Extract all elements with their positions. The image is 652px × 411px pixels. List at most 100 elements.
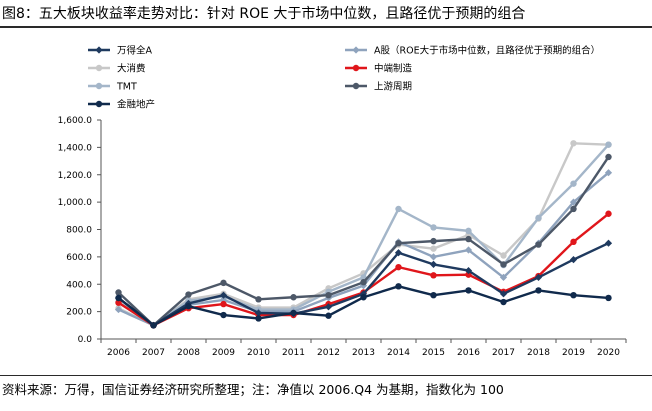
legend-label: 大消费 (117, 63, 146, 75)
legend-label: 万得全A (117, 45, 153, 57)
series-6-group (115, 153, 612, 329)
legend-label: 上游周期 (374, 81, 412, 93)
legend-label: A股（ROE大于市场中位数，且路径优于预期的组合） (374, 45, 600, 57)
series-4-group (115, 210, 612, 329)
series-6-point (185, 291, 192, 298)
series-7-point (290, 309, 297, 317)
series-1-point (324, 303, 333, 311)
series-7-point (395, 283, 402, 290)
x-tick-label: 2017 (492, 348, 515, 358)
x-tick-label: 2015 (422, 348, 445, 358)
legend-swatch-marker (95, 82, 103, 90)
series-6-point (395, 239, 402, 247)
legend-swatch-marker (95, 100, 103, 108)
series-6-point (220, 279, 227, 287)
y-tick-label: 1,400.0 (58, 143, 93, 153)
x-tick-label: 2010 (247, 348, 270, 358)
x-tick-label: 2016 (457, 348, 480, 358)
y-tick-label: 400.0 (66, 280, 92, 290)
chart-legend: 万得全A A股（ROE大于市场中位数，且路径优于预期的组合） 大消费 中端制造 TMT 上… (88, 45, 600, 111)
series-4-point (430, 272, 437, 279)
series-6-point (115, 289, 122, 296)
series-7-point (185, 302, 192, 310)
series-4-point (465, 271, 472, 278)
series-2-point (464, 246, 473, 254)
legend-entry: 上游周期 (345, 81, 412, 93)
y-tick-label: 1,200.0 (58, 171, 93, 181)
chart-axes: 0.0 200.0 400.0 600.0 800.0 1,000.0 1,200.0 1,4… (58, 116, 627, 358)
series-5-point (465, 227, 472, 235)
series-4-point (115, 299, 122, 306)
series-5-point (570, 180, 577, 187)
y-tick-label: 600.0 (66, 253, 92, 263)
series-7-point (220, 311, 227, 319)
y-tick-label: 0.0 (78, 335, 93, 345)
series-1-point (254, 309, 263, 317)
series-7-point (535, 287, 542, 294)
legend-entry: 万得全A (88, 45, 153, 57)
series-6-point (465, 235, 472, 243)
series-4-point (220, 300, 227, 308)
x-tick-label: 2012 (317, 348, 340, 358)
x-tick-label: 2011 (282, 348, 305, 358)
series-2-point (569, 198, 578, 206)
series-7-point (500, 298, 507, 306)
legend-entry: TMT (88, 82, 137, 93)
legend-label: 中端制造 (374, 63, 413, 75)
legend-entry: 中端制造 (345, 63, 413, 75)
series-6-point (360, 278, 367, 286)
series-6-point (290, 294, 297, 301)
series-5-point (605, 141, 612, 148)
x-tick-label: 2008 (177, 348, 200, 358)
legend-entry: A股（ROE大于市场中位数，且路径优于预期的组合） (345, 45, 600, 57)
series-7-point (150, 322, 157, 329)
series-2-point (429, 253, 438, 261)
series-7-point (605, 294, 612, 302)
series-7-point (570, 292, 577, 299)
series-6-point (325, 292, 332, 299)
y-tick-label: 200.0 (66, 308, 92, 318)
source-divider (0, 375, 652, 376)
x-tick-label: 2009 (212, 348, 235, 358)
series-2-point (499, 273, 508, 282)
title-divider (0, 26, 652, 28)
series-4-line (117, 212, 610, 327)
figure-title: 图8：五大板块收益率走势对比：针对 ROE 大于市场中位数，且路径优于预期的组合 (2, 6, 526, 22)
legend-label: TMT (116, 82, 137, 93)
x-tick-label: 2018 (527, 348, 550, 358)
legend-entry: 金融地产 (88, 99, 155, 111)
series-1-point (464, 266, 473, 275)
series-3-point (500, 252, 507, 259)
legend-entry: 大消费 (88, 63, 146, 75)
legend-swatch-marker (95, 46, 103, 54)
series-5-point (430, 224, 437, 231)
series-2-point (219, 296, 228, 304)
series-1-point (569, 256, 578, 264)
y-tick-label: 1,600.0 (58, 116, 93, 126)
series-2-point (114, 305, 123, 314)
y-tick-label: 800.0 (66, 226, 92, 236)
series-1-point (499, 290, 508, 298)
x-tick-label: 2013 (352, 348, 375, 358)
series-3-point (570, 140, 577, 147)
series-1-point (534, 273, 543, 282)
series-7-point (115, 294, 122, 302)
x-tick-label: 2006 (107, 348, 130, 358)
x-tick-label: 2014 (387, 348, 410, 358)
series-5-point (535, 214, 542, 222)
series-3-point (430, 245, 437, 252)
series-6-point (605, 153, 612, 161)
series-1-point (394, 249, 403, 257)
x-tick-label: 2020 (597, 348, 620, 358)
x-tick-label: 2007 (142, 348, 165, 358)
legend-swatch-marker (352, 64, 360, 72)
series-6-point (430, 237, 437, 245)
series-4-point (570, 238, 577, 246)
source-note: 资料来源：万得，国信证券经济研究所整理；注：净值以 2006.Q4 为基期，指数… (2, 382, 504, 397)
legend-label: 金融地产 (117, 99, 155, 111)
series-7-point (465, 287, 472, 294)
x-tick-label: 2019 (562, 348, 585, 358)
series-6-point (500, 261, 507, 268)
series-4-point (395, 263, 402, 271)
series-6-point (570, 205, 577, 213)
